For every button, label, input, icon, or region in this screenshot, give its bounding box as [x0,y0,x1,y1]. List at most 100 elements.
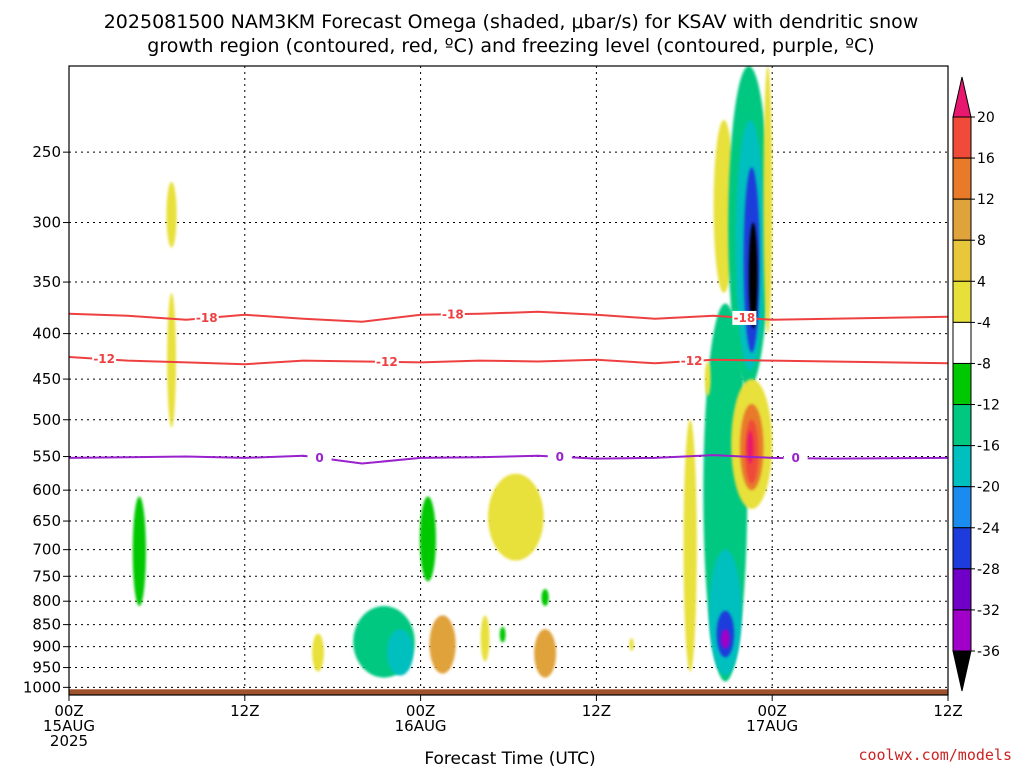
green-dot-h29 [499,626,506,643]
colorbar-label-10: -24 [977,521,1000,537]
colorbar-label-7: -12 [977,398,1000,414]
yellow-right-h47 [763,66,773,334]
y-tick-label-650: 650 [32,512,61,530]
colorbar-label-6: -8 [977,356,991,372]
colorbar-label-9: -20 [977,480,1000,496]
green-dot-h32 [541,588,549,607]
colorbar-label-4: 4 [977,274,986,290]
contour-line-1 [69,356,948,366]
contour-label-bg-2-2 [783,451,808,466]
magenta-core-h46 [747,431,754,464]
green-streak-h5 [132,496,146,607]
colorbar-band-3 [952,198,972,241]
colorbar-label-3: 8 [977,233,986,249]
orange-blob-h25 [429,615,456,674]
contour-label-0-2: -18 [734,311,756,325]
x-tick-label-3: 12Z [582,702,611,720]
chart-title-line1: 2025081500 NAM3KM Forecast Omega (shaded… [104,11,919,33]
contour-label-bg-0-0 [194,311,219,326]
x-axis-label: Forecast Time (UTC) [424,749,595,768]
colorbar-band-4 [952,239,972,282]
omega-shaded-regions [132,66,773,682]
colorbar: 20 16 12 8 4 -4 -8 -12 -16 -20 -24 -28 -32 -36 [952,76,1000,692]
yellow-small-h28 [480,615,490,662]
colorbar-label-12: -32 [977,603,1000,619]
contour-lines: -18 -18 -18 -12 -12 -12 0 0 0 [69,307,948,466]
colorbar-label-1: 16 [977,151,995,167]
terrain-rect [69,689,948,695]
mid-yellow-streak-h7 [167,292,176,428]
chart-title-line2: growth region (contoured, red, ºC) and f… [147,35,874,57]
cyan-core-h22 [386,629,414,676]
plot-area [69,66,948,695]
colorbar-label-11: -28 [977,562,1000,578]
y-tick-label-750: 750 [32,567,61,585]
y-axis-ticks: 250 300 350 400 450 500 550 600 650 700 750 800 850 9… [23,143,69,696]
contour-line-2 [69,454,948,465]
y-tick-label-700: 700 [32,541,61,559]
colorbar-label-5: -4 [977,315,991,331]
colorbar-band-12 [952,568,972,611]
colorbar-band-5 [952,280,972,323]
x-tick-label-4: 00Z 17AUG [746,702,798,735]
y-tick-label-300: 300 [32,214,61,232]
colorbar-band-2 [952,157,972,200]
colorbar-band-8 [952,404,972,447]
y-tick-label-250: 250 [32,143,61,161]
colorbar-label-8: -16 [977,439,1000,455]
colorbar-label-13: -36 [977,644,1000,660]
x-axis-ticks: 00Z 15AUG 2025 12Z 00Z 16AUG 12Z 00Z 17AUG 12Z [43,695,963,750]
black-core-h46 [748,222,758,329]
y-tick-label-900: 900 [32,638,61,656]
colorbar-top-arrow [952,76,972,118]
credit-text: coolwx.com/models [858,746,1012,764]
y-tick-label-1000: 1000 [23,678,61,696]
yellow-blob-h30 [487,473,544,561]
x-tick-label-5: 12Z [933,702,962,720]
yellow-blob-h17 [312,633,324,672]
colorbar-band-7 [952,362,972,406]
colorbar-band-9 [952,445,972,488]
contour-label-bg-1-0 [92,352,117,367]
contour-label-2-1: 0 [556,450,564,464]
x-tick-label-2: 00Z 16AUG [395,702,447,735]
upper-yellow-streak-h7 [166,181,177,248]
contour-label-1-2: -12 [681,354,703,368]
colorbar-band-10 [952,486,972,529]
y-tick-label-800: 800 [32,592,61,610]
colorbar-band-11 [952,527,972,570]
contour-label-2-2: 0 [791,451,799,465]
plot-frame [68,65,949,696]
y-tick-label-450: 450 [32,370,61,388]
yellow-dot-h38 [629,638,634,651]
contour-label-bg-0-1 [440,307,465,322]
colorbar-bottom-arrow [952,650,972,692]
y-tick-label-500: 500 [32,411,61,429]
y-tick-label-600: 600 [32,481,61,499]
colorbar-band-13 [952,609,972,652]
contour-label-bg-0-2 [732,310,757,325]
contour-label-bg-2-1 [547,449,572,464]
x-tick-label-0: 00Z 15AUG 2025 [43,702,95,750]
contour-label-bg-1-1 [374,354,399,369]
colorbar-band-1 [952,116,972,159]
x-tick-label-1: 12Z [230,702,259,720]
purple-core-h44 [720,629,730,649]
y-tick-label-400: 400 [32,325,61,343]
contour-label-1-0: -12 [93,352,115,366]
yellow-small-h43 [704,361,711,396]
colorbar-band-6 [952,321,972,364]
orange-blob-h32 [534,629,557,678]
contour-label-2-0: 0 [315,451,323,465]
contour-label-bg-1-2 [679,354,704,369]
colorbar-label-0: 20 [977,110,995,126]
y-tick-label-950: 950 [32,659,61,677]
contour-label-0-0: -18 [196,311,218,325]
contour-label-1-1: -12 [376,355,398,369]
y-tick-label-850: 850 [32,616,61,634]
yellow-tall-h42 [683,419,697,672]
contour-label-0-1: -18 [442,307,464,321]
terrain-band [69,689,948,695]
contour-label-bg-2-0 [307,450,332,465]
